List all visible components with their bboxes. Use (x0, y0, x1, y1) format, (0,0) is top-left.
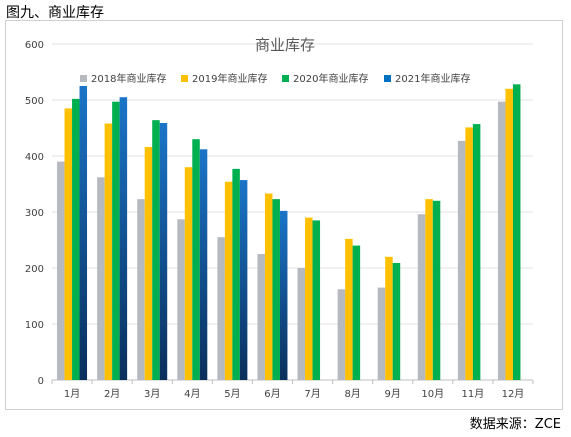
bar-2020年商业库存-6月 (272, 199, 280, 380)
legend-swatch (384, 75, 391, 82)
x-tick-label: 6月 (264, 388, 280, 400)
legend-swatch (282, 75, 289, 82)
x-tick-label: 4月 (184, 388, 200, 400)
bar-2018年商业库存-1月 (57, 161, 65, 380)
bar-2020年商业库存-9月 (392, 262, 401, 380)
bar-2019年商业库存-6月 (264, 193, 273, 380)
legend-swatch (181, 75, 188, 82)
y-tick-label: 600 (25, 40, 44, 51)
bar-2018年商业库存-10月 (417, 214, 426, 380)
x-tick-label: 9月 (385, 388, 401, 400)
bar-2020年商业库存-2月 (112, 101, 120, 381)
bar-2020年商业库存-1月 (72, 98, 80, 380)
bar-2020年商业库存-11月 (472, 124, 481, 380)
bar-2018年商业库存-3月 (137, 199, 145, 380)
bar-2021年商业库存-1月 (79, 86, 88, 380)
x-tick-label: 8月 (344, 388, 360, 400)
bar-2021年商业库存-2月 (119, 97, 128, 380)
bar-2018年商业库存-8月 (337, 289, 346, 380)
data-source: 数据来源：ZCE (469, 417, 561, 432)
x-tick-label: 11月 (462, 388, 485, 400)
legend: 2018年商业库存 2019年商业库存 2020年商业库存 2021年商业库存 (80, 72, 470, 85)
y-axis-ticks: 0 100 200 300 400 500 600 (25, 40, 44, 387)
bar-2020年商业库存-4月 (192, 139, 200, 380)
bar-2019年商业库存-2月 (104, 123, 113, 381)
bar-2019年商业库存-11月 (465, 127, 473, 380)
bar-2021年商业库存-6月 (279, 210, 288, 380)
bar-2019年商业库存-12月 (505, 88, 513, 381)
legend-label: 2021年商业库存 (395, 72, 470, 85)
legend-swatch (80, 75, 87, 82)
y-tick-label: 300 (25, 208, 44, 219)
bar-2019年商业库存-7月 (305, 217, 313, 380)
bar-2019年商业库存-4月 (184, 167, 193, 380)
x-axis-ticks: 1月 2月 3月 4月 5月 6月 7月 8月 9月 10月 11月 12月 (51, 380, 534, 400)
bar-2020年商业库存-10月 (432, 200, 441, 380)
x-tick-label: 3月 (144, 388, 160, 400)
bar-2018年商业库存-9月 (377, 287, 386, 380)
bar-2018年商业库存-5月 (217, 237, 225, 380)
bar-2019年商业库存-9月 (385, 256, 393, 380)
y-tick-label: 0 (38, 376, 44, 387)
figure-caption: 图九、商业库存 (6, 5, 104, 21)
bar-2018年商业库存-7月 (297, 268, 306, 380)
legend-label: 2018年商业库存 (91, 72, 166, 85)
bar-2018年商业库存-12月 (497, 101, 506, 381)
legend-label: 2020年商业库存 (293, 72, 368, 85)
bar-2020年商业库存-12月 (512, 84, 521, 380)
x-tick-label: 5月 (224, 388, 240, 400)
x-tick-label: 12月 (502, 388, 525, 400)
y-tick-label: 200 (25, 264, 44, 275)
bar-2021年商业库存-5月 (239, 180, 248, 380)
bar-2018年商业库存-4月 (177, 219, 185, 380)
bar-2020年商业库存-7月 (312, 220, 321, 380)
x-tick-label: 2月 (104, 388, 120, 400)
x-tick-label: 10月 (421, 388, 444, 400)
bar-2018年商业库存-6月 (257, 254, 265, 380)
bar-2018年商业库存-2月 (97, 177, 105, 380)
bar-2019年商业库存-10月 (425, 199, 433, 380)
y-tick-label: 400 (25, 152, 44, 163)
bar-2019年商业库存-3月 (144, 147, 153, 380)
x-tick-label: 7月 (304, 388, 320, 400)
bar-2019年商业库存-1月 (64, 108, 73, 381)
x-tick-label: 1月 (64, 388, 80, 400)
bar-2020年商业库存-3月 (152, 120, 160, 380)
bars (57, 84, 521, 381)
chart-title: 商业库存 (255, 36, 315, 54)
bar-2020年商业库存-5月 (232, 168, 240, 380)
bar-2021年商业库存-4月 (199, 149, 208, 380)
legend-label: 2019年商业库存 (192, 72, 267, 85)
bar-2021年商业库存-3月 (159, 122, 168, 381)
bar-2019年商业库存-5月 (224, 181, 233, 380)
y-tick-label: 100 (25, 320, 44, 331)
bar-2018年商业库存-11月 (457, 140, 466, 380)
bar-2019年商业库存-8月 (345, 238, 353, 380)
bar-2020年商业库存-8月 (352, 245, 361, 380)
y-tick-label: 500 (25, 96, 44, 107)
